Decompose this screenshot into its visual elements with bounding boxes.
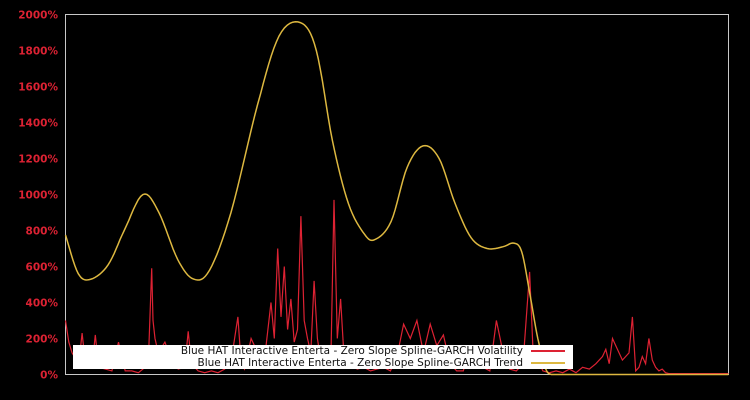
legend-swatch-trend — [531, 362, 565, 364]
y-tick-label: 1400% — [18, 118, 58, 130]
legend-label-trend: Blue HAT Interactive Enterta - Zero Slop… — [197, 357, 524, 369]
trend-line — [64, 21, 729, 376]
legend-label-volatility: Blue HAT Interactive Enterta - Zero Slop… — [180, 345, 523, 357]
legend-item-volatility: Blue HAT Interactive Enterta - Zero Slop… — [181, 345, 565, 357]
y-axis-ticks: 0% 200% 400% 600% 800% 1000% 1200% 1400% 1600% 18… — [18, 10, 58, 382]
y-tick-label: 2000% — [18, 10, 58, 22]
legend-item-trend: Blue HAT Interactive Enterta - Zero Slop… — [197, 357, 565, 369]
legend-swatch-volatility — [531, 350, 565, 352]
plot-frame — [65, 14, 729, 375]
y-tick-label: 1600% — [18, 82, 58, 94]
y-tick-label: 200% — [26, 334, 59, 346]
y-tick-label: 0% — [40, 370, 58, 382]
y-tick-label: 400% — [26, 298, 59, 310]
y-tick-label: 1200% — [18, 154, 58, 166]
legend: Blue HAT Interactive Enterta - Zero Slop… — [73, 345, 573, 369]
y-tick-label: 600% — [26, 262, 59, 274]
y-tick-label: 1800% — [18, 46, 58, 58]
y-tick-label: 1000% — [18, 190, 58, 202]
y-tick-label: 800% — [26, 226, 59, 238]
